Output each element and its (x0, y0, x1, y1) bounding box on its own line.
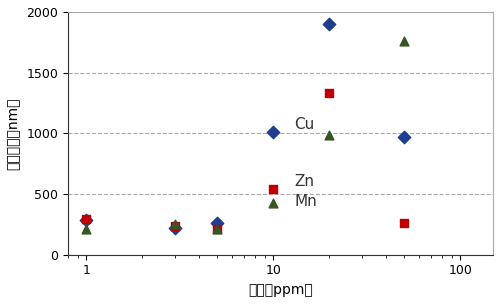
Point (82, 227, 90, 232)
Point (269, 130, 277, 135)
Text: Zn: Zn (294, 174, 314, 189)
X-axis label: 濃度（ppm）: 濃度（ppm） (248, 283, 313, 297)
Point (172, 226, 179, 230)
Text: Cu: Cu (294, 116, 314, 132)
Point (326, 132, 334, 137)
Point (326, 22, 334, 26)
Point (213, 227, 221, 232)
Point (269, 186, 277, 191)
Point (400, 220, 408, 225)
Text: Mn: Mn (294, 194, 317, 209)
Point (172, 224, 179, 229)
Point (213, 220, 221, 225)
Point (213, 227, 221, 232)
Point (269, 200, 277, 205)
Y-axis label: 平均粒径（nm）: 平均粒径（nm） (7, 97, 21, 170)
Point (326, 91, 334, 96)
Point (400, 39, 408, 43)
Point (172, 222, 179, 227)
Point (82, 217, 90, 222)
Point (400, 135, 408, 140)
Point (82, 216, 90, 221)
